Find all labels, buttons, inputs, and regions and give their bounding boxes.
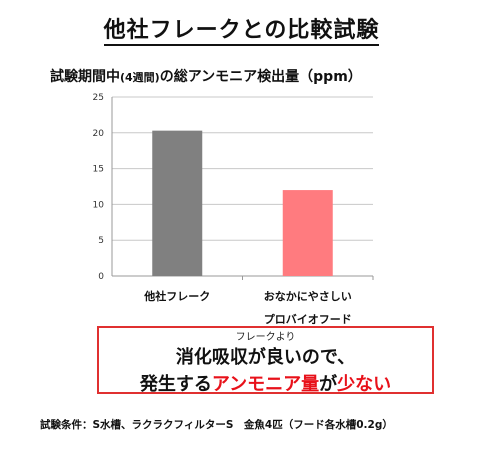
callout-line2-c: が xyxy=(319,374,338,395)
bar xyxy=(152,130,203,276)
callout-line2: 発生するアンモニア量が少ない xyxy=(99,370,432,396)
chart-title-main: 試験期間中 xyxy=(50,69,120,85)
x-tick-label: プロバイオフード xyxy=(264,312,352,326)
x-tick-label: おなかにやさしい xyxy=(264,290,352,303)
page-title: 他社フレークとの比較試験 xyxy=(0,12,483,46)
x-tick-label: 他社フレーク xyxy=(143,289,210,303)
conclusion-callout: フレークより 消化吸収が良いので、 発生するアンモニア量が少ない xyxy=(97,326,434,396)
y-tick-label: 20 xyxy=(93,129,105,139)
callout-line1: 消化吸収が良いので、 xyxy=(175,347,356,368)
test-conditions-footnote: 試験条件：S水槽、ラクラクフィルターS 金魚4匹（フード各水槽0.2g） xyxy=(40,419,393,431)
chart-title: 試験期間中(4週間)の総アンモニア検出量（ppm） xyxy=(50,66,362,86)
y-tick-label: 15 xyxy=(93,165,104,175)
chart-title-rest: の総アンモニア検出量（ppm） xyxy=(159,69,362,85)
y-tick-label: 0 xyxy=(98,272,104,282)
y-tick-label: 10 xyxy=(93,200,105,210)
chart-title-paren: (4週間) xyxy=(120,71,160,84)
page-title-text: 他社フレークとの比較試験 xyxy=(103,18,380,46)
bar xyxy=(282,190,333,276)
y-tick-label: 5 xyxy=(98,236,104,246)
y-tick-label: 25 xyxy=(93,93,104,103)
callout-line2-a: 発生する xyxy=(139,374,212,395)
callout-note: フレークより xyxy=(235,332,296,343)
callout-highlight-less: 少ない xyxy=(337,374,392,395)
callout-highlight-ammonia: アンモニア量 xyxy=(211,374,320,395)
